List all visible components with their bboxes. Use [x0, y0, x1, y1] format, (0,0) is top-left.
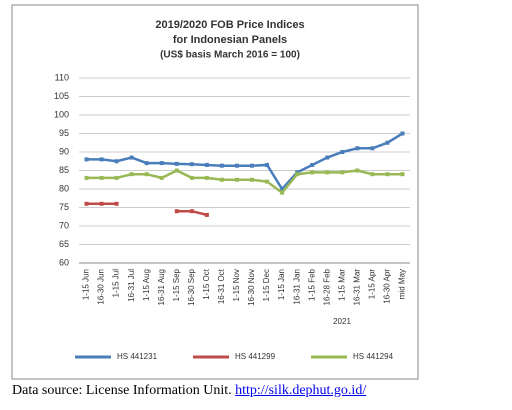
legend-label: HS 441231: [117, 352, 158, 361]
x-tick-label: 1-15 Mar: [337, 269, 346, 301]
y-tick-label: 105: [54, 91, 69, 101]
annotation: 2021: [333, 317, 351, 326]
x-tick-label: 1-15 Jun: [82, 269, 91, 300]
x-tick-label: mid May: [398, 269, 407, 299]
x-tick-label: 16-30 Sep: [187, 268, 196, 305]
marker: [250, 177, 255, 182]
caption-text: Data source: License Information Unit.: [12, 383, 232, 398]
marker: [265, 162, 270, 167]
marker: [84, 175, 89, 180]
x-tick-label: 16-31 Jul: [127, 269, 136, 302]
marker: [174, 168, 179, 173]
chart-subtitle: (US$ basis March 2016 = 100): [160, 50, 300, 61]
marker: [174, 209, 179, 214]
x-tick-label: 1-15 Jul: [112, 269, 121, 298]
marker: [159, 175, 164, 180]
marker: [219, 177, 224, 182]
marker: [99, 201, 104, 206]
marker: [189, 175, 194, 180]
marker: [355, 146, 360, 151]
chart: 2019/2020 FOB Price Indices for Indonesi…: [11, 4, 419, 380]
x-tick-label: 16-30 Apr: [383, 269, 392, 304]
marker: [234, 177, 239, 182]
marker: [114, 201, 119, 206]
y-tick-label: 85: [59, 165, 69, 175]
marker: [144, 172, 149, 177]
series-line: [86, 132, 404, 192]
marker: [265, 179, 270, 184]
marker: [84, 201, 89, 206]
marker: [310, 170, 315, 175]
x-tick-label: 1-15 Feb: [307, 268, 316, 301]
marker: [114, 175, 119, 180]
marker: [189, 209, 194, 214]
marker: [219, 163, 224, 168]
x-tick-label: 1-15 Apr: [367, 269, 376, 300]
marker: [129, 172, 134, 177]
marker: [99, 157, 104, 162]
marker: [400, 172, 405, 177]
marker: [325, 155, 330, 160]
marker: [204, 175, 209, 180]
marker: [310, 162, 315, 167]
marker: [84, 157, 89, 162]
y-tick-label: 80: [59, 183, 69, 193]
marker: [280, 190, 285, 195]
marker: [280, 187, 285, 191]
marker: [204, 212, 209, 217]
x-tick-label: 1-15 Dec: [262, 269, 271, 301]
x-tick-label: 16-31 Aug: [157, 269, 166, 305]
marker: [144, 161, 149, 166]
series-line: [86, 169, 403, 195]
y-tick-label: 95: [59, 128, 69, 138]
y-tick-label: 100: [54, 109, 69, 119]
x-tick-label: 16-31 Oct: [217, 268, 226, 304]
chart-title: for Indonesian Panels: [173, 34, 287, 46]
marker: [234, 163, 239, 168]
marker: [370, 146, 375, 151]
y-tick-label: 110: [55, 72, 69, 82]
x-tick-label: 1-15 Oct: [202, 268, 211, 299]
y-tick-label: 65: [59, 239, 69, 249]
x-tick-label: 16-30 Jun: [97, 269, 106, 305]
marker: [204, 162, 209, 167]
marker: [325, 170, 330, 175]
x-tick-label: 1-15 Jan: [277, 269, 286, 300]
chart-border: [11, 4, 419, 380]
y-tick-label: 90: [59, 146, 69, 156]
marker: [340, 170, 345, 175]
y-tick-label: 60: [59, 257, 69, 267]
marker: [295, 172, 300, 177]
x-tick-label: 1-15 Sep: [172, 268, 181, 301]
marker: [174, 161, 179, 166]
legend-label: HS 441299: [235, 352, 276, 361]
legend-label: HS 441294: [353, 352, 394, 361]
marker: [159, 161, 164, 166]
x-tick-label: 16-30 Nov: [247, 269, 256, 306]
marker: [385, 140, 390, 145]
x-tick-label: 16-31 Jan: [292, 269, 301, 305]
x-tick-label: 16-28 Feb: [322, 268, 331, 305]
marker: [114, 159, 119, 164]
caption: Data source: License Information Unit. h…: [12, 383, 366, 399]
chart-title: 2019/2020 FOB Price Indices: [155, 19, 304, 31]
marker: [129, 155, 134, 160]
x-tick-label: 1-15 Nov: [232, 269, 241, 301]
caption-link[interactable]: http://silk.dephut.go.id/: [235, 383, 367, 398]
y-tick-label: 75: [59, 202, 69, 212]
marker: [370, 172, 375, 177]
x-tick-label: 1-15 Aug: [142, 269, 151, 301]
marker: [400, 131, 405, 136]
marker: [250, 163, 255, 168]
x-tick-label: 16-31 Mar: [352, 269, 361, 306]
marker: [99, 175, 104, 180]
marker: [355, 168, 360, 173]
marker: [189, 162, 194, 167]
marker: [340, 150, 345, 154]
marker: [385, 172, 390, 177]
y-tick-label: 70: [59, 220, 69, 230]
